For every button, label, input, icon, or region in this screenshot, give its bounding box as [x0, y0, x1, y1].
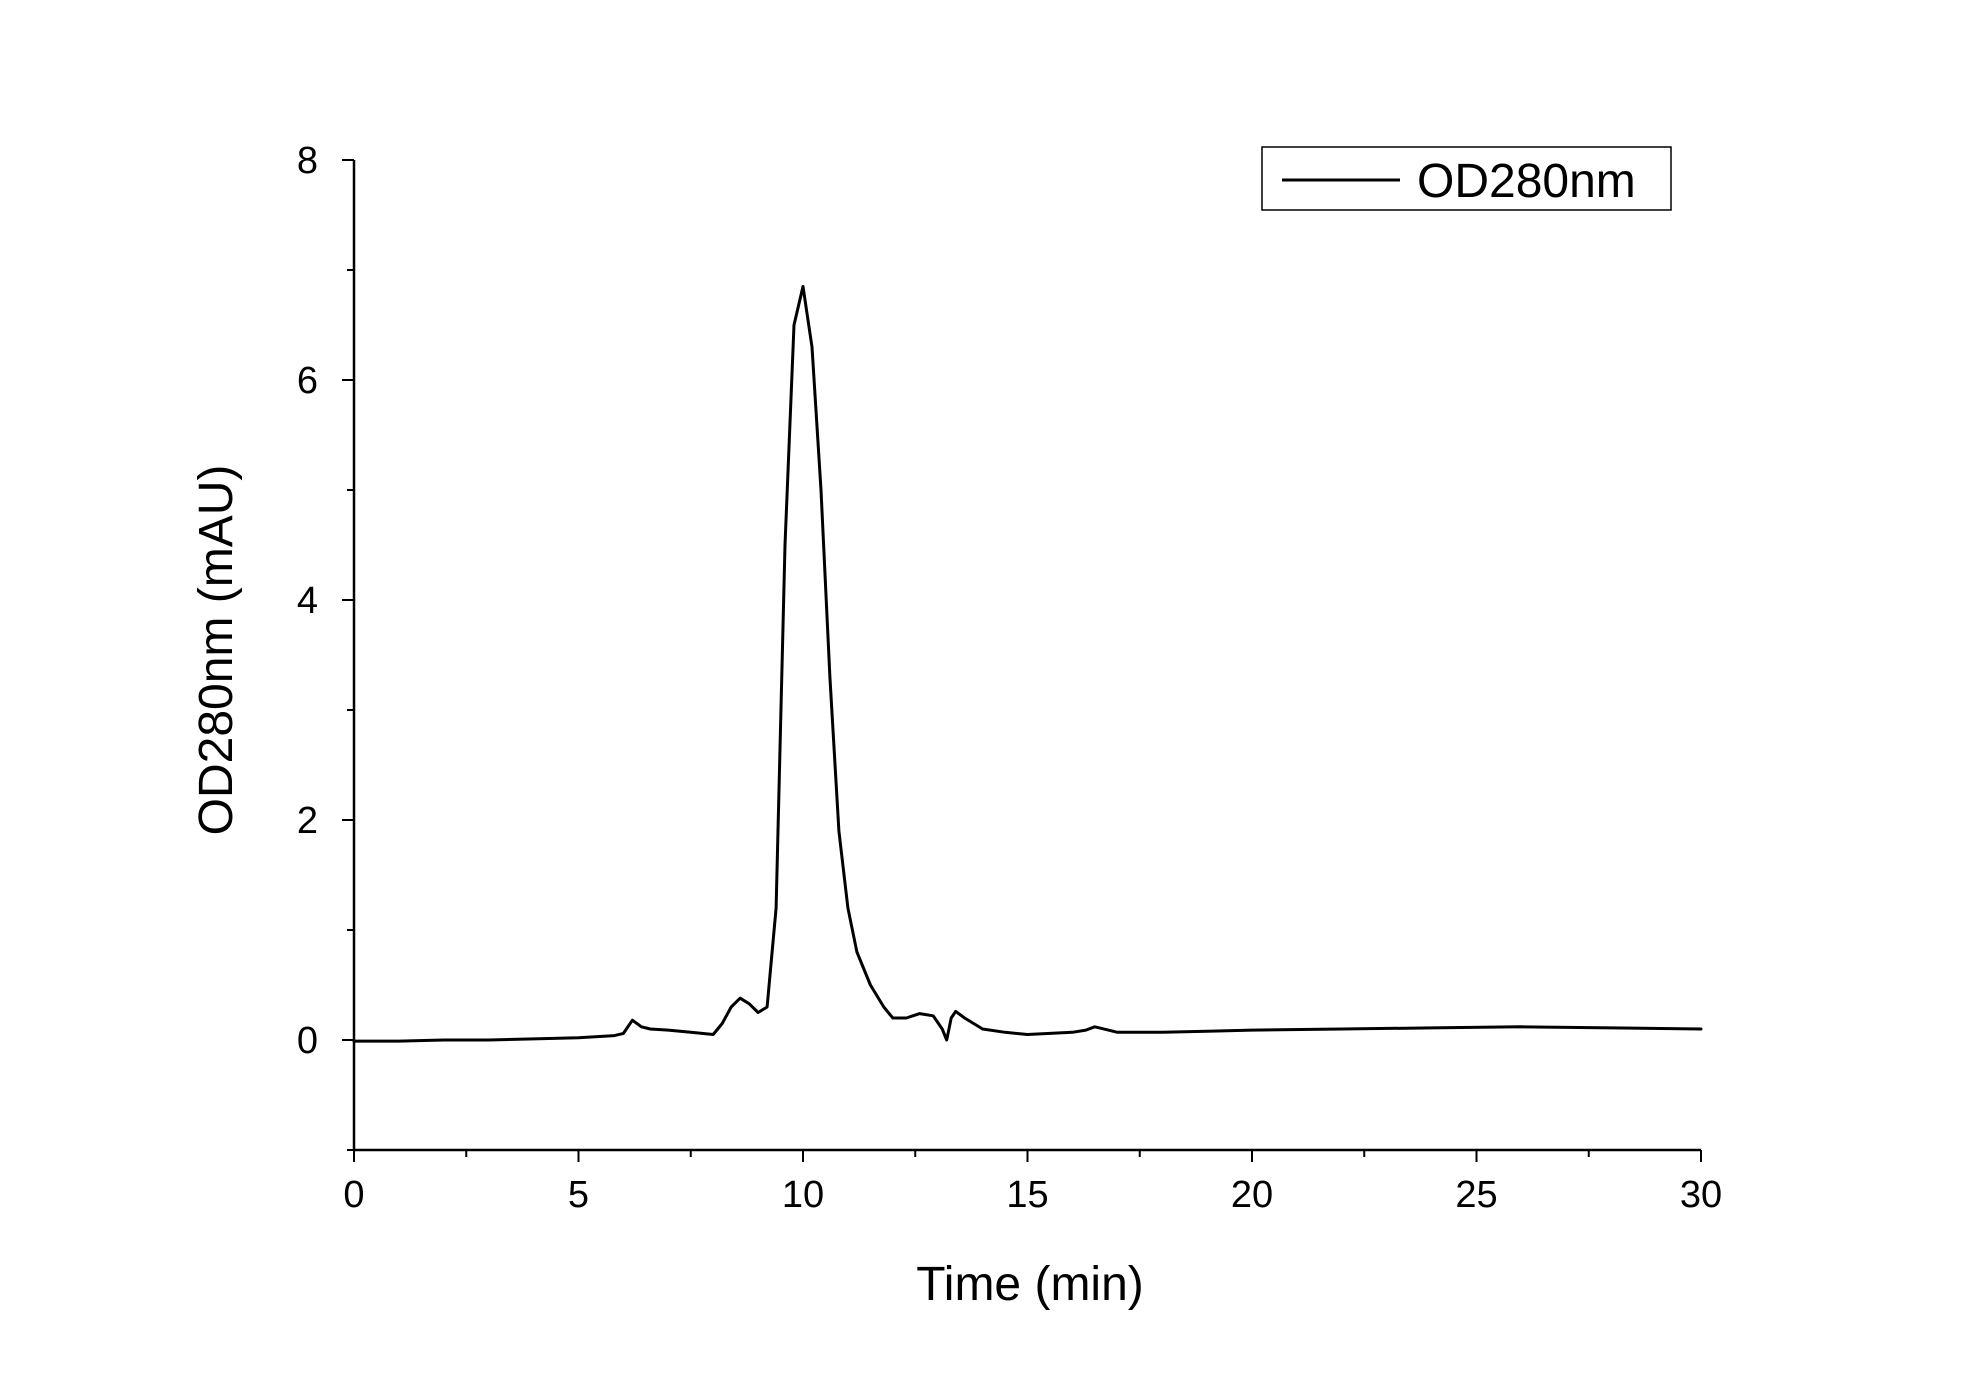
legend-label-od280nm: OD280nm — [1417, 155, 1636, 208]
x-tick-label: 10 — [782, 1174, 824, 1216]
y-axis-ticks: 0 2 4 6 8 — [297, 140, 354, 1151]
x-tick-label: 25 — [1455, 1174, 1497, 1216]
x-tick-label: 5 — [568, 1174, 589, 1216]
legend: OD280nm — [1261, 146, 1672, 211]
y-axis-label: OD280nm (mAU) — [190, 465, 243, 836]
y-tick-label: 4 — [297, 580, 318, 622]
series-line-od280nm — [352, 285, 1703, 1043]
y-tick-label: 2 — [297, 800, 318, 842]
axes — [352, 160, 1701, 1152]
x-axis-ticks: 0 5 10 15 20 25 30 — [343, 1150, 1722, 1216]
x-axis-label: Time (min) — [916, 1258, 1144, 1311]
series-layer — [352, 285, 1703, 1043]
y-tick-label: 6 — [297, 360, 318, 402]
x-tick-label: 20 — [1231, 1174, 1273, 1216]
y-tick-label: 8 — [297, 140, 318, 182]
y-tick-label: 0 — [297, 1020, 318, 1062]
x-tick-label: 30 — [1680, 1174, 1722, 1216]
x-tick-label: 0 — [343, 1174, 364, 1216]
x-tick-label: 15 — [1006, 1174, 1048, 1216]
